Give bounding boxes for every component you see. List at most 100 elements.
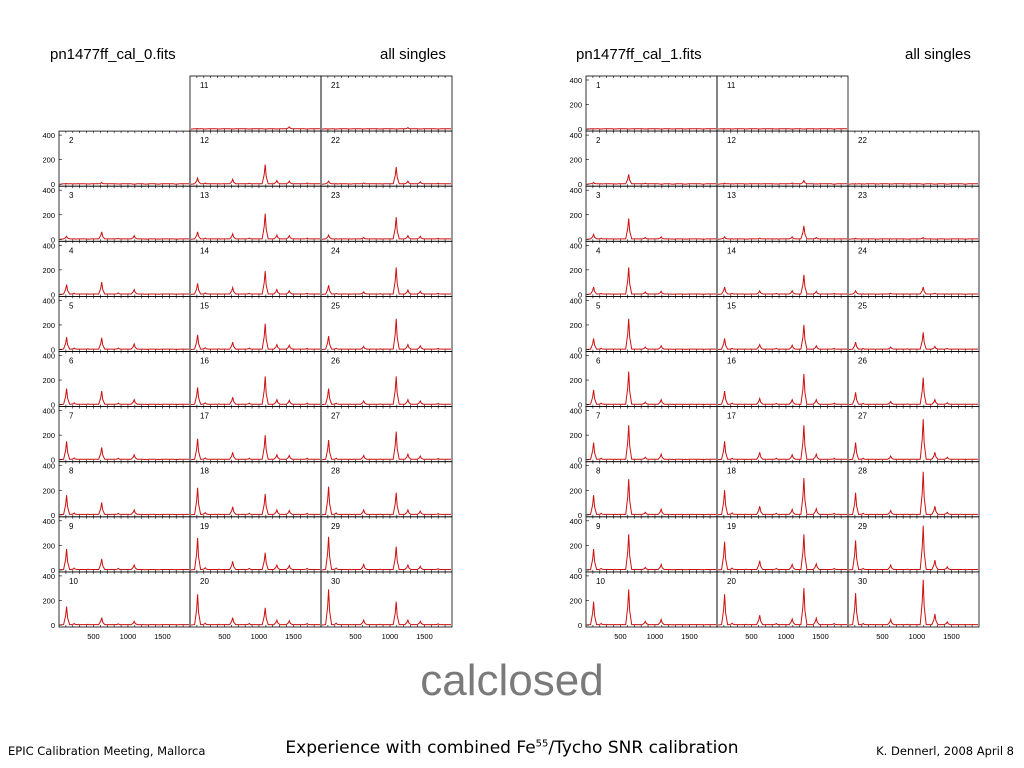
panel-label: 4: [69, 246, 74, 255]
y-tick-label: 400: [42, 241, 55, 250]
panel-frame: [58, 240, 191, 297]
spectrum-trace: [59, 337, 189, 350]
panel-label: 5: [69, 301, 74, 310]
y-tick-label: 0: [578, 180, 582, 189]
panel-ticks: [723, 461, 842, 517]
panel-12: 12: [189, 130, 322, 187]
panel-ticks: [592, 186, 711, 242]
y-tick-label: 200: [42, 156, 55, 165]
y-tick-label: 400: [569, 407, 582, 416]
spectrum-trace: [190, 164, 320, 185]
panel-ticks: [854, 406, 973, 462]
panel-ticks: [65, 406, 184, 462]
panel-label: 15: [200, 301, 209, 310]
panel-ticks: [723, 76, 842, 132]
spectrum-trace: [717, 225, 847, 240]
panel-frame: [716, 406, 849, 463]
panel-ticks: [723, 406, 842, 462]
spectrum-trace: [190, 323, 320, 350]
panel-ticks: [65, 131, 184, 187]
panel-15: 15: [189, 295, 322, 352]
spectrum-trace: [717, 274, 847, 295]
panel-label: 22: [331, 136, 340, 145]
panel-frame: [189, 571, 322, 628]
footer-author-date: K. Dennerl, 2008 April 8: [876, 744, 1014, 758]
y-tick-label: 200: [569, 156, 582, 165]
panel-frame: [320, 406, 453, 463]
panel-ticks: [327, 516, 446, 572]
spectrum-trace: [190, 594, 320, 626]
panel-label: 2: [69, 136, 74, 145]
slide-caption: calclosed: [420, 656, 604, 705]
y-tick-label: 0: [578, 456, 582, 465]
spectrum-trace: [848, 419, 978, 461]
panel-frame: [189, 75, 322, 132]
panel-frame: [847, 240, 980, 297]
y-tick-label: 0: [578, 125, 582, 134]
x-tick-label: 1000: [382, 632, 399, 640]
panel-label: 8: [69, 467, 74, 476]
panel-ticks: [196, 241, 315, 297]
panel-14: 14: [189, 240, 322, 297]
spectrum-trace: [321, 166, 451, 185]
panel-frame: [189, 240, 322, 297]
panel-ticks: [854, 461, 973, 517]
y-tick-label: 400: [42, 186, 55, 195]
panel-27: 27: [320, 406, 453, 463]
y-tick-label: 400: [569, 186, 582, 195]
panel-label: 19: [727, 522, 736, 531]
panel-frame: [716, 185, 849, 242]
panel-frame: [716, 75, 849, 132]
x-tick-label: 1500: [416, 632, 433, 640]
spectrum-trace: [59, 282, 189, 295]
panel-14: 14: [716, 240, 849, 297]
spectrum-trace: [717, 425, 847, 461]
panel-label: 30: [858, 577, 867, 586]
y-tick-label: 400: [42, 352, 55, 361]
x-tick-label: 1500: [943, 632, 960, 640]
panel-ticks: [327, 76, 446, 132]
y-tick-label: 200: [569, 541, 582, 550]
panel-frame: [320, 185, 453, 242]
x-tick-label: 500: [349, 632, 362, 640]
panel-ticks: [327, 351, 446, 407]
y-tick-label: 0: [578, 346, 582, 355]
spectrum-trace: [848, 525, 978, 571]
y-tick-label: 400: [42, 517, 55, 526]
spectrum-trace: [717, 324, 847, 350]
panel-frame: [189, 295, 322, 352]
panel-ticks: [592, 516, 711, 572]
panel-ticks: [327, 186, 446, 242]
panel-label: 9: [596, 522, 601, 531]
panel-22: 22: [320, 130, 453, 187]
panel-27: 27: [847, 406, 980, 463]
panel-5: 5 0 200 400: [569, 295, 718, 355]
panel-19: 19: [189, 516, 322, 573]
panel-6: 6 0 200 400: [42, 351, 191, 410]
panel-label: 22: [858, 136, 867, 145]
x-tick-label: 1500: [285, 632, 302, 640]
y-tick-label: 0: [578, 401, 582, 410]
spectrum-trace: [586, 174, 716, 185]
panel-ticks: [196, 76, 315, 132]
panel-frame: [58, 295, 191, 352]
panel-frame: [585, 461, 718, 518]
panel-ticks: [196, 351, 315, 407]
panel-9: 9 0 200 400: [569, 516, 718, 575]
panel-ticks: [196, 296, 315, 352]
panel-20: 20 500 1000 1500: [189, 571, 322, 640]
panel-2: 2 0 200 400: [42, 130, 191, 189]
panel-label: 7: [596, 412, 601, 421]
panel-frame: [58, 185, 191, 242]
y-tick-label: 400: [569, 517, 582, 526]
panel-frame: [189, 461, 322, 518]
y-tick-label: 0: [51, 346, 55, 355]
footer-title-text: Experience with combined Fe: [285, 738, 536, 758]
panel-ticks: [723, 131, 842, 187]
spectrum-trace: [190, 376, 320, 406]
panel-25: 25: [847, 295, 980, 352]
spectrum-trace: [59, 441, 189, 461]
y-tick-label: 200: [569, 101, 582, 110]
panel-frame: [847, 130, 980, 187]
